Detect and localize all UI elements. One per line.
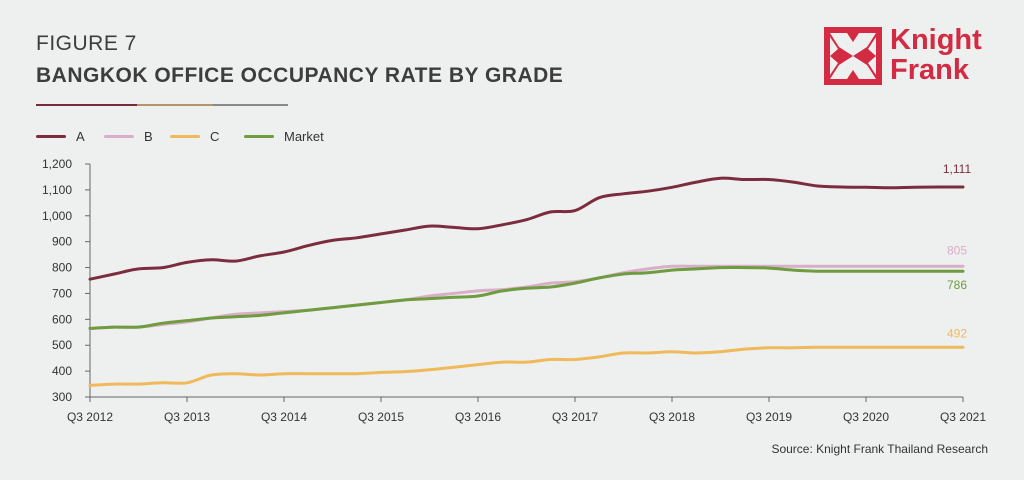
x-tick-label: Q3 2016 — [455, 410, 501, 424]
series-line-b — [88, 264, 965, 330]
y-tick-label: 900 — [52, 235, 72, 249]
chart-title: BANGKOK OFFICE OCCUPANCY RATE BY GRADE — [36, 64, 564, 87]
legend-label-a: A — [76, 128, 85, 144]
end-value-label-c: 492 — [947, 326, 967, 340]
legend-swatch-b — [104, 134, 134, 138]
series-line-c — [88, 345, 965, 387]
logo-line-2: Frank — [890, 54, 969, 86]
y-tick-label: 500 — [52, 338, 72, 352]
end-value-label-b: 805 — [947, 243, 967, 257]
legend-swatch-market — [244, 134, 274, 138]
y-tick-label: 600 — [52, 312, 72, 326]
legend-swatch-c — [170, 134, 200, 138]
series-line-market — [88, 265, 965, 330]
legend-item-b: B — [104, 126, 153, 146]
x-tick-label: Q3 2019 — [746, 410, 792, 424]
y-tick-label: 700 — [52, 286, 72, 300]
legend-label-market: Market — [284, 128, 324, 144]
y-tick-label: 1,100 — [42, 183, 72, 197]
x-tick-label: Q3 2020 — [843, 410, 889, 424]
title-underline — [36, 104, 288, 106]
y-tick-label: 1,000 — [42, 209, 72, 223]
legend-swatch-a — [36, 134, 66, 138]
x-tick-label: Q3 2012 — [67, 410, 113, 424]
figure-number: FIGURE 7 — [36, 32, 137, 55]
y-tick-label: 1,200 — [42, 157, 72, 171]
end-value-label-a: 1,111 — [943, 162, 972, 176]
y-tick-label: 800 — [52, 261, 72, 275]
legend-item-a: A — [36, 126, 85, 146]
x-tick-label: Q3 2021 — [940, 410, 986, 424]
end-value-label-market: 786 — [947, 278, 967, 292]
logo-line-1: Knight — [890, 24, 982, 56]
y-tick-label: 300 — [52, 390, 72, 404]
y-tick-label: 400 — [52, 364, 72, 378]
series-line-a — [88, 176, 965, 281]
legend-item-c: C — [170, 126, 219, 146]
legend-label-b: B — [144, 128, 153, 144]
x-tick-label: Q3 2017 — [552, 410, 598, 424]
x-tick-label: Q3 2015 — [358, 410, 404, 424]
legend-item-market: Market — [244, 126, 324, 146]
knight-frank-logo: Knight Frank — [824, 25, 994, 89]
knight-frank-wordmark: Knight Frank — [890, 25, 982, 85]
legend-label-c: C — [210, 128, 220, 144]
x-tick-label: Q3 2018 — [649, 410, 695, 424]
x-tick-label: Q3 2013 — [164, 410, 210, 424]
knight-frank-logo-mark — [824, 27, 882, 85]
source-note: Source: Knight Frank Thailand Research — [771, 442, 988, 456]
x-tick-label: Q3 2014 — [261, 410, 307, 424]
